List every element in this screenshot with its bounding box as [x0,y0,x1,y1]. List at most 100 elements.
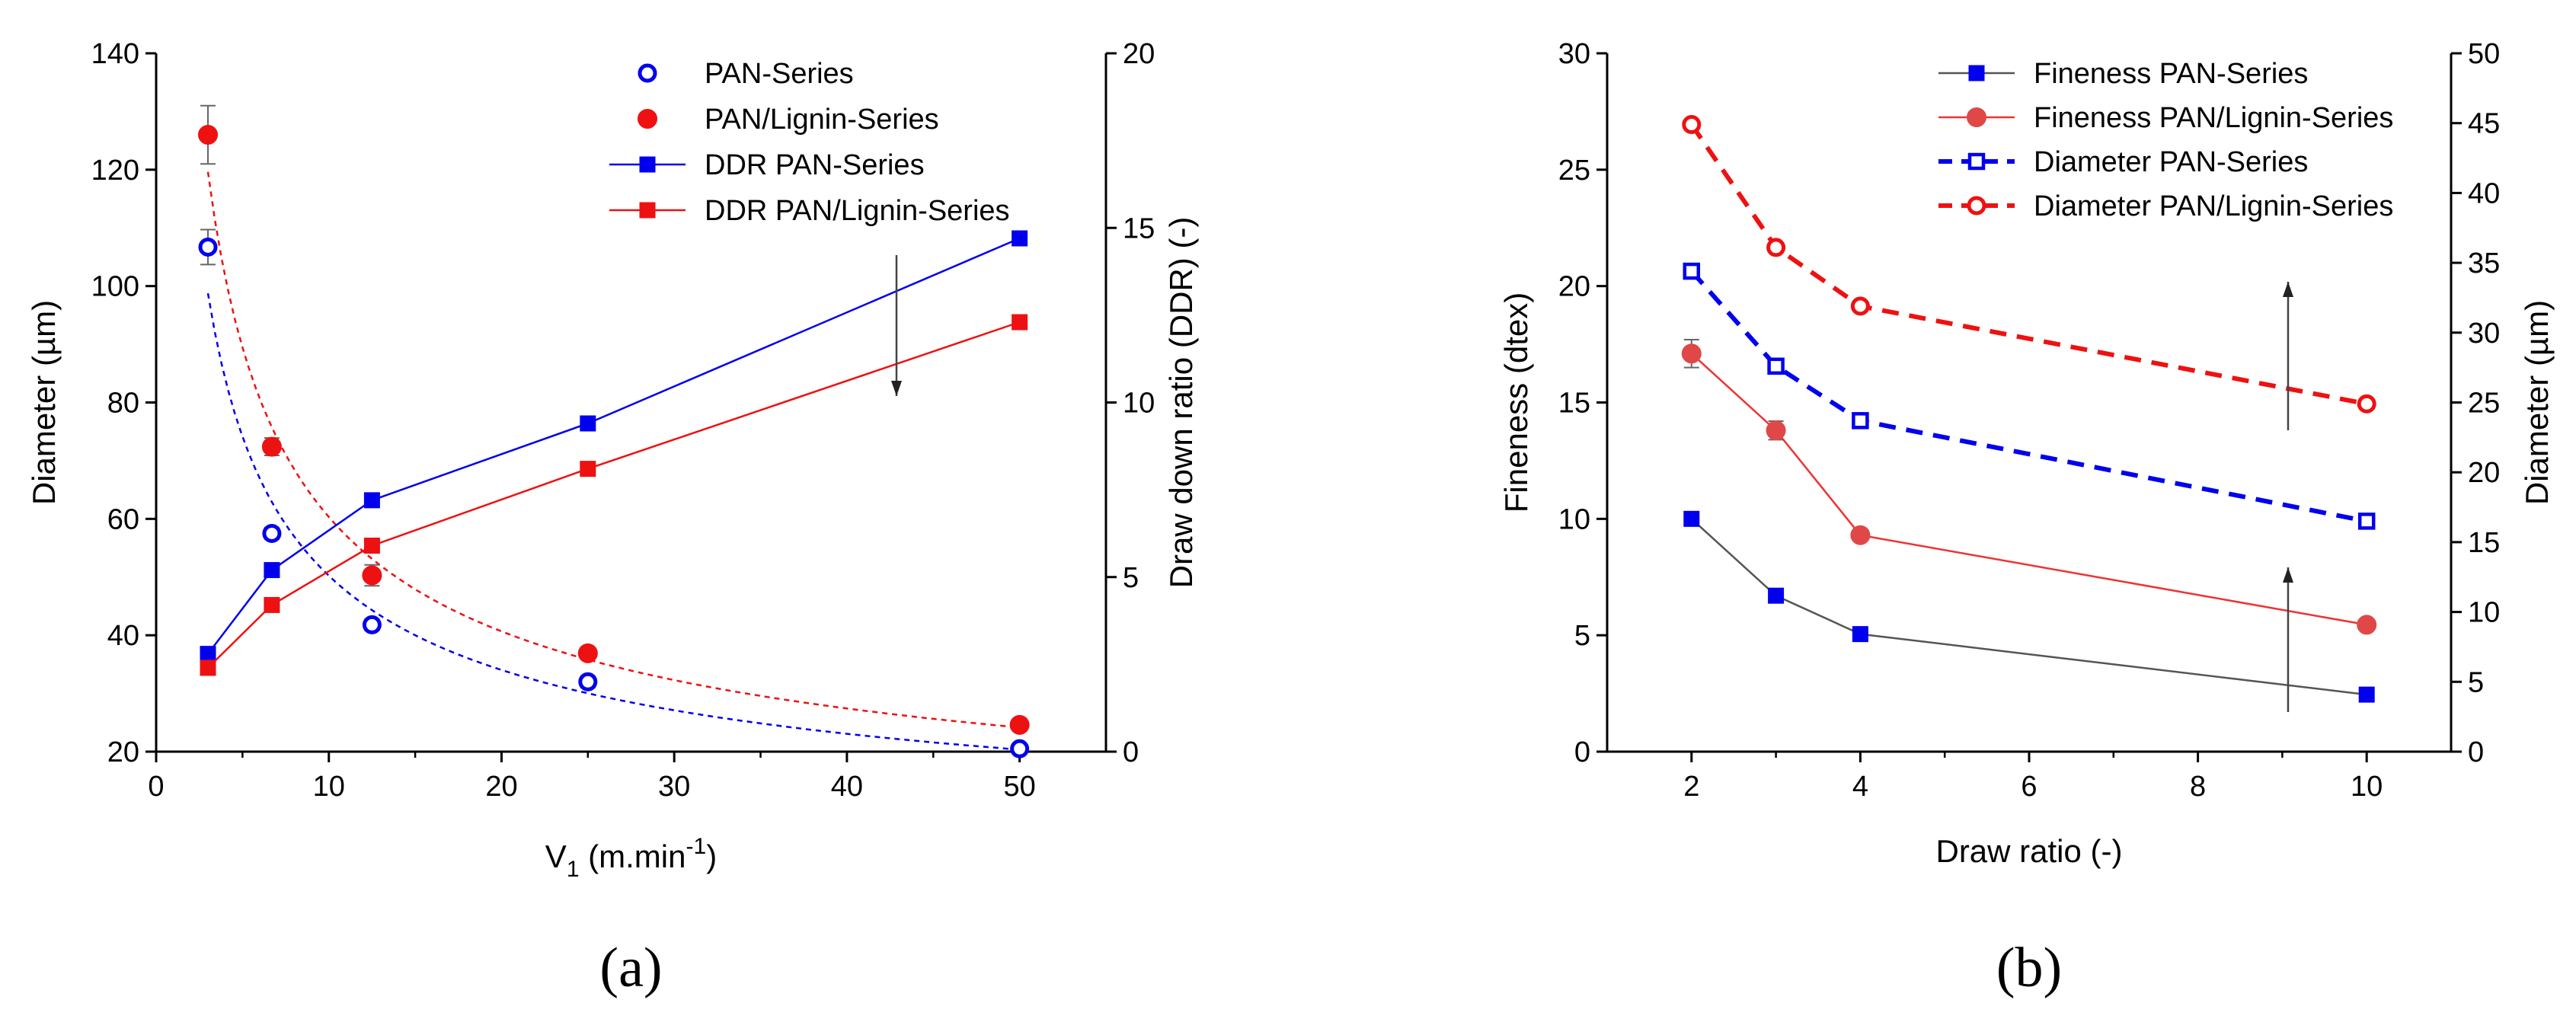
legend: PAN-Series PAN/Lignin-Series DDR PAN-Serie… [609,58,1010,227]
series-line [1690,518,2367,696]
series-ddr-pan-series [200,230,1028,663]
y2-tick-label: 45 [2468,108,2500,140]
fit-curve [206,292,1020,751]
data-point [1852,626,1868,643]
y2-axis-label: Diameter (µm) [2519,300,2555,505]
data-point [577,643,598,663]
y-tick-label: 80 [107,388,139,420]
legend: Fineness PAN-Series Fineness PAN/Lignin-S… [1938,58,2393,222]
data-point [363,492,380,509]
y2-tick-label: 0 [2468,736,2484,768]
data-point [262,523,282,543]
y2-tick-label: 20 [1123,38,1155,70]
y2-tick-label: 10 [2468,597,2500,629]
legend-label: PAN-Series [705,58,854,90]
legend-label: Diameter PAN/Lignin-Series [2034,190,2393,222]
series-line [1690,353,2367,626]
legend-label: Fineness PAN-Series [2034,58,2308,90]
data-point [362,565,382,586]
y-tick-label: 5 [1574,620,1590,652]
data-point [578,672,598,691]
y-tick-label: 140 [91,38,139,70]
legend-label: Fineness PAN/Lignin-Series [2034,102,2393,134]
x-tick-label: 30 [658,771,690,803]
legend-marker [1967,152,1986,171]
legend-label: Diameter PAN-Series [2034,146,2308,178]
y2-tick-label: 5 [1123,562,1139,594]
series-line [207,321,1021,669]
x-tick-label: 2 [1683,771,1699,803]
data-point [363,537,380,554]
chart-panel-b: 2 4 6 8 10 0 5 10 15 20 25 30 0 5 10 15 20 25 30 35 40 45 50 Fi… [1498,38,2555,999]
series-line [1689,270,2367,524]
x-axis-label-part: 1 [567,857,580,882]
data-point [1850,296,1870,316]
data-point [264,562,280,579]
chart-panel-a: 0 10 20 30 40 50 20 40 60 80 100 120 140 0 5 10 15 20 Diam… [26,38,1199,999]
fit-curve [206,171,1020,729]
series-diameter-pan-series [1683,262,2376,530]
data-point [1010,739,1030,759]
x-tick-label: 40 [831,771,863,803]
y2-tick-label: 20 [2468,457,2500,489]
data-point [580,461,596,477]
series-line [207,237,1021,655]
x-tick-label: 4 [1852,771,1868,803]
y2-tick-label: 40 [2468,177,2500,209]
y2-tick-label: 30 [2468,318,2500,350]
legend-label: DDR PAN/Lignin-Series [705,195,1010,227]
y-tick-label: 20 [107,736,139,768]
data-point [200,646,216,663]
x-axis-label-part: (m.min [580,838,686,874]
data-point [1767,357,1785,375]
annotation-arrow-up-head [2283,567,2293,583]
y2-tick-label: 35 [2468,248,2500,279]
data-point [200,660,216,676]
series-diameter-pan-lignin-series [1682,115,2376,414]
data-point [362,615,382,634]
data-point [580,415,596,432]
y2-tick-label: 0 [1123,736,1139,768]
x-tick-label: 10 [2351,771,2383,803]
data-point [198,124,219,145]
x-tick-label: 10 [313,771,345,803]
y2-tick-label: 50 [2468,38,2500,70]
annotation-arrow-down-head [891,381,902,396]
y-tick-label: 100 [91,271,139,303]
x-tick-label: 20 [485,771,517,803]
legend-marker [1967,196,1986,216]
y2-tick-label: 15 [2468,527,2500,559]
series-fineness-pan-series [1683,510,2375,703]
x-axis-label: V1 (m.min-1) [545,834,717,882]
x-axis-label-part: V [545,838,567,874]
y2-tick-label: 15 [1123,212,1155,244]
data-point [264,596,280,613]
series-pan-series [198,228,1030,759]
y2-axis-label: Draw down ratio (DDR) (-) [1163,217,1199,589]
x-axis-label-part: ) [706,838,717,874]
data-point [1683,510,1700,527]
series-ddr-pan-lignin-series [200,314,1028,676]
x-axis-label: Draw ratio (-) [1935,833,2122,869]
series-fineness-pan-lignin-series [1681,338,2377,635]
data-point [1850,525,1871,545]
y2-tick-label: 5 [2468,666,2484,698]
legend-marker [639,202,656,219]
data-point [1682,115,1702,135]
data-point [1012,314,1028,331]
y-axis-label: Fineness (dtex) [1498,292,1534,513]
annotation-arrow-up-head [2283,282,2293,297]
data-point [198,237,218,257]
panel-label: (a) [599,937,662,999]
x-tick-label: 50 [1003,771,1035,803]
y2-tick-label: 10 [1123,388,1155,420]
data-point [1681,343,1702,364]
series-line [1689,123,2367,407]
y2-tick-label: 25 [2468,388,2500,420]
data-point [2358,686,2375,703]
y-tick-label: 25 [1558,155,1590,187]
data-point [1852,412,1869,430]
y-axis-label: Diameter (µm) [26,300,62,505]
legend-marker [638,109,657,129]
data-point [1768,587,1785,604]
